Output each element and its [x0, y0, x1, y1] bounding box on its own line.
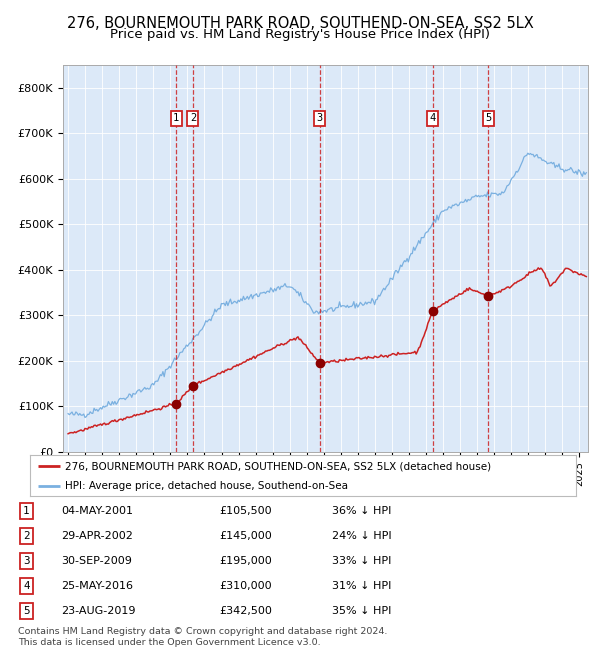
Text: 276, BOURNEMOUTH PARK ROAD, SOUTHEND-ON-SEA, SS2 5LX (detached house): 276, BOURNEMOUTH PARK ROAD, SOUTHEND-ON-…	[65, 461, 491, 471]
Text: 2: 2	[190, 113, 196, 124]
Text: £342,500: £342,500	[220, 606, 272, 616]
Text: 3: 3	[316, 113, 323, 124]
Text: 25-MAY-2016: 25-MAY-2016	[61, 581, 133, 592]
Text: £105,500: £105,500	[220, 506, 272, 516]
Text: 3: 3	[23, 556, 29, 566]
Text: 4: 4	[430, 113, 436, 124]
Text: 2: 2	[23, 531, 29, 541]
Text: 5: 5	[23, 606, 29, 616]
Text: £310,000: £310,000	[220, 581, 272, 592]
Text: 04-MAY-2001: 04-MAY-2001	[61, 506, 133, 516]
Text: 36% ↓ HPI: 36% ↓ HPI	[332, 506, 391, 516]
Text: 23-AUG-2019: 23-AUG-2019	[61, 606, 136, 616]
Text: 1: 1	[173, 113, 179, 124]
Text: HPI: Average price, detached house, Southend-on-Sea: HPI: Average price, detached house, Sout…	[65, 481, 349, 491]
Text: 4: 4	[23, 581, 29, 592]
Text: 5: 5	[485, 113, 491, 124]
Text: Contains HM Land Registry data © Crown copyright and database right 2024.
This d: Contains HM Land Registry data © Crown c…	[18, 627, 388, 647]
Text: 33% ↓ HPI: 33% ↓ HPI	[332, 556, 391, 566]
Text: Price paid vs. HM Land Registry's House Price Index (HPI): Price paid vs. HM Land Registry's House …	[110, 28, 490, 41]
Text: 31% ↓ HPI: 31% ↓ HPI	[332, 581, 391, 592]
Text: 1: 1	[23, 506, 29, 516]
Text: £145,000: £145,000	[220, 531, 272, 541]
Text: 35% ↓ HPI: 35% ↓ HPI	[332, 606, 391, 616]
Text: 30-SEP-2009: 30-SEP-2009	[61, 556, 132, 566]
Text: £195,000: £195,000	[220, 556, 272, 566]
Text: 29-APR-2002: 29-APR-2002	[61, 531, 133, 541]
Text: 276, BOURNEMOUTH PARK ROAD, SOUTHEND-ON-SEA, SS2 5LX: 276, BOURNEMOUTH PARK ROAD, SOUTHEND-ON-…	[67, 16, 533, 31]
Text: 24% ↓ HPI: 24% ↓ HPI	[332, 531, 391, 541]
